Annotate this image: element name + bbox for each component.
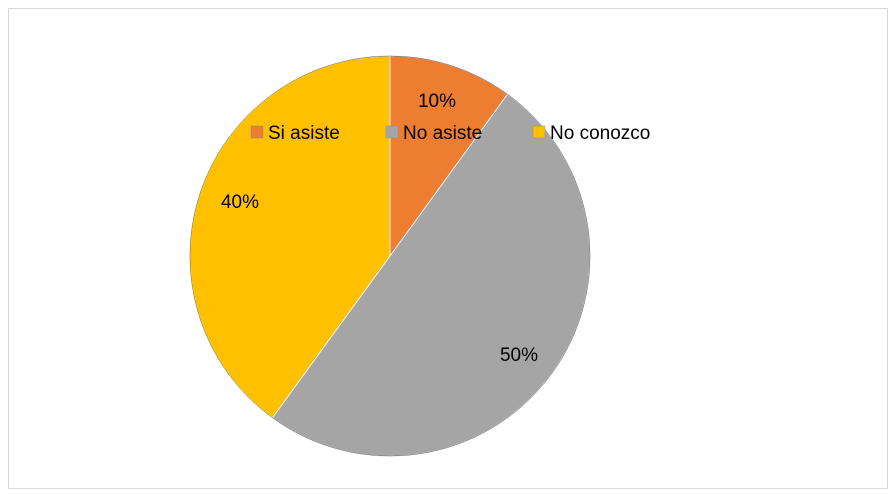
- legend: Si asiste No asiste No conozco: [250, 123, 650, 144]
- legend-label-no-asiste: No asiste: [403, 123, 482, 144]
- data-label-si-asiste: 10%: [418, 91, 456, 112]
- legend-swatch-no-asiste: [385, 125, 399, 139]
- data-labels: 10% 50% 40%: [221, 91, 538, 366]
- legend-label-si-asiste: Si asiste: [268, 123, 340, 144]
- pie-slices: [189, 55, 591, 457]
- data-label-no-asiste: 50%: [500, 345, 538, 366]
- pie-outline: [189, 55, 591, 457]
- data-label-no-conozco: 40%: [221, 192, 259, 213]
- legend-swatch-no-conozco: [532, 125, 546, 139]
- legend-swatch-si-asiste: [250, 125, 264, 139]
- legend-label-no-conozco: No conozco: [550, 123, 650, 144]
